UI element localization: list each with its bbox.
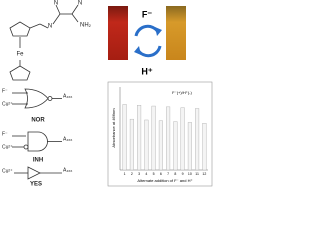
y-axis-title: Absorbance at 466nm [111, 108, 116, 148]
gate-input: Cu²⁺ [2, 101, 13, 107]
atom-label: N [54, 1, 58, 7]
bar [187, 122, 192, 171]
gate-input: Cu²⁺ [2, 144, 13, 150]
inh-gate [12, 131, 62, 152]
bar [180, 107, 185, 171]
bar [137, 105, 142, 171]
gate-output: A₄₆₆ [63, 136, 72, 142]
x-tick-label: 10 [188, 172, 192, 176]
gate-label: NOR [31, 118, 45, 124]
atom-label: N [48, 24, 52, 30]
nor-gate [12, 88, 62, 109]
x-tick-label: 11 [195, 172, 199, 176]
x-tick-label: 12 [202, 172, 206, 176]
gate-input: Cu²⁺ [2, 168, 13, 174]
graphic-abstract: N N NH₂ N Fe F⁻ H⁺ F⁻ Cu²⁺ A₄₆₆ NOR F⁻ C… [2, 1, 213, 188]
x-tick-label: 8 [174, 172, 176, 176]
legend: F⁻(+)/H⁺(-) [172, 90, 192, 95]
bar [151, 105, 156, 171]
photo-label: H⁺ [141, 66, 152, 76]
bar [158, 120, 163, 171]
gate-label: INH [33, 158, 43, 164]
atom-label: N [78, 1, 82, 7]
x-tick-label: 5 [153, 172, 155, 176]
x-tick-label: 9 [182, 172, 184, 176]
vial-orange [166, 6, 186, 60]
bar [195, 108, 200, 171]
bar [129, 118, 134, 171]
arrow-head [134, 46, 141, 55]
yes-gate [14, 166, 62, 180]
atom-label: Fe [16, 52, 24, 58]
gate-output: A₄₆₆ [63, 93, 72, 99]
gate-input: F⁻ [2, 88, 8, 94]
gate-input: F⁻ [2, 131, 8, 137]
x-tick-label: 4 [145, 172, 147, 176]
gate-label: YES [30, 182, 42, 188]
molecule [9, 4, 79, 81]
gate-output: A₄₆₆ [63, 167, 72, 173]
photo-label: F⁻ [142, 9, 152, 19]
bar [166, 106, 171, 171]
bar [173, 121, 178, 171]
x-tick-label: 3 [138, 172, 140, 176]
atom-label: NH₂ [80, 23, 92, 29]
arrow-head [155, 27, 162, 36]
x-tick-label: 1 [124, 172, 126, 176]
vial-red [108, 6, 128, 60]
bar [144, 119, 149, 171]
x-tick-label: 6 [160, 172, 162, 176]
bar [202, 123, 207, 171]
bar [122, 104, 127, 171]
x-tick-label: 2 [131, 172, 133, 176]
x-tick-label: 7 [167, 172, 169, 176]
x-axis-title: Alternate addition of F⁻ and H⁺ [137, 178, 192, 183]
